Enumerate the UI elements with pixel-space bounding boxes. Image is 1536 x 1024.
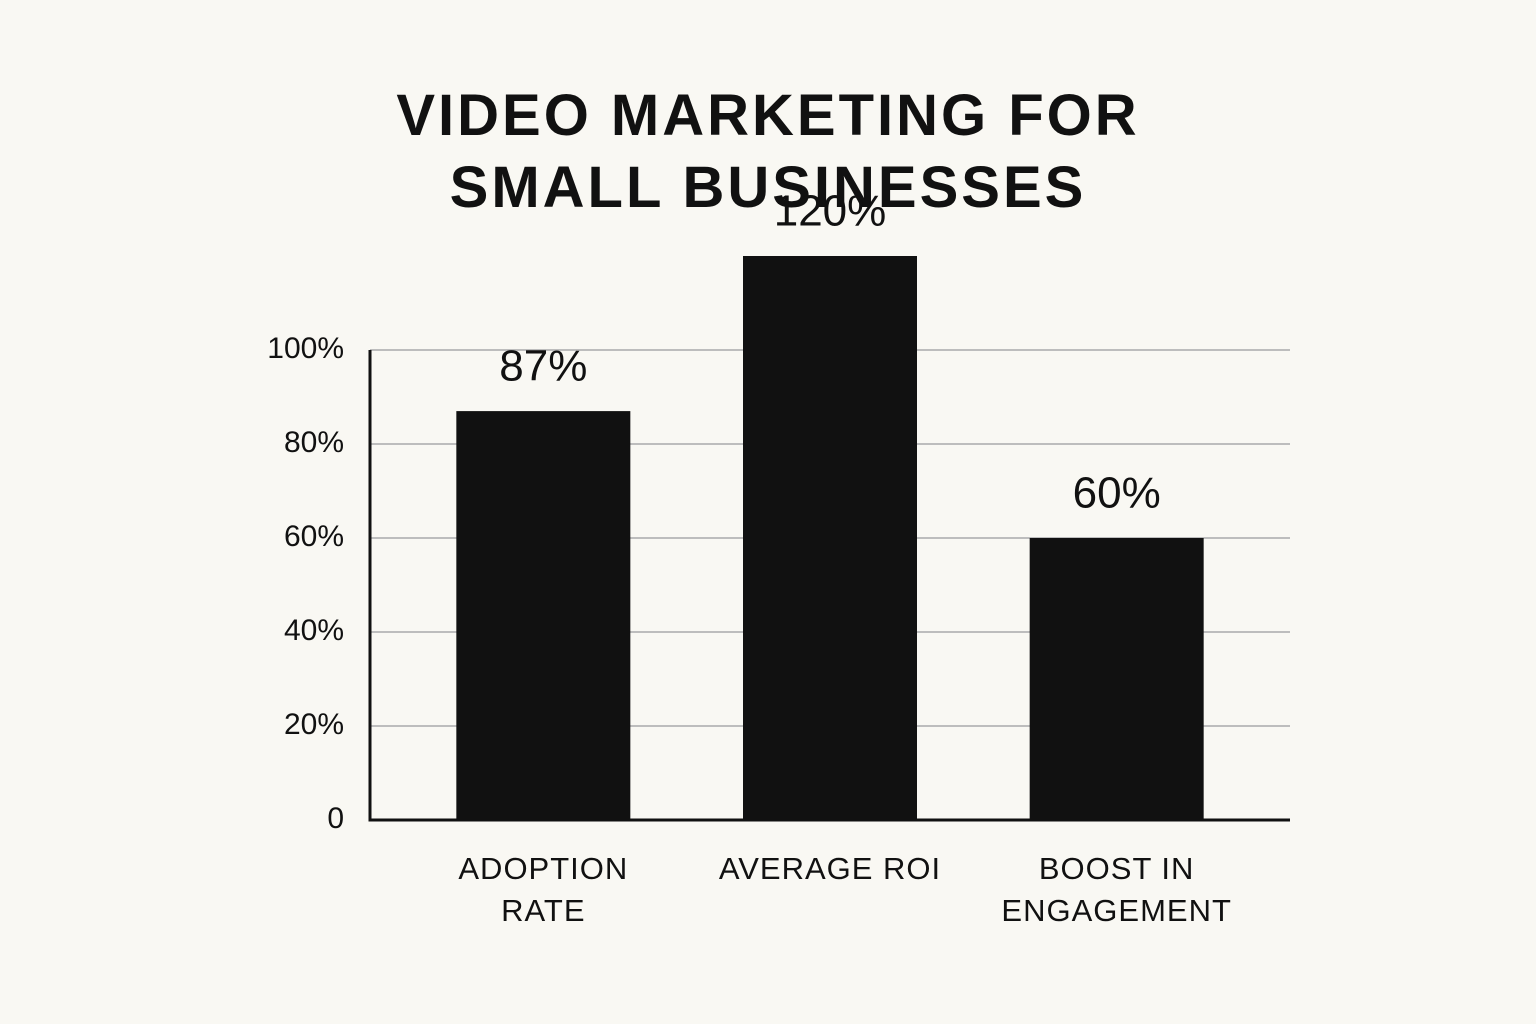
chart-title: VIDEO MARKETING FOR SMALL BUSINESSES [396, 83, 1140, 220]
bar [456, 411, 631, 820]
value-label: 120% [774, 187, 887, 236]
y-tick-label: 20% [284, 708, 344, 741]
y-tick-label: 60% [284, 520, 344, 553]
x-tick-box: ADOPTION RATE [458, 851, 629, 928]
y-tick-label: 0 [327, 802, 344, 835]
value-label: 60% [1073, 469, 1161, 518]
x-tick-label: ADOPTION RATE [458, 851, 629, 928]
y-tick-label: 100% [267, 332, 344, 365]
bar [743, 256, 917, 820]
x-tick-box: AVERAGE ROI [718, 851, 942, 886]
y-tick-label: 80% [284, 426, 344, 459]
x-tick-box: BOOST IN ENGAGEMENT [1001, 851, 1232, 928]
bar [1029, 538, 1204, 820]
x-tick-label: AVERAGE ROI [718, 851, 942, 886]
title-box: VIDEO MARKETING FOR SMALL BUSINESSES [396, 83, 1140, 220]
x-tick-label: BOOST IN ENGAGEMENT [1001, 851, 1232, 928]
value-label: 87% [499, 342, 587, 391]
y-tick-label: 40% [284, 614, 344, 647]
